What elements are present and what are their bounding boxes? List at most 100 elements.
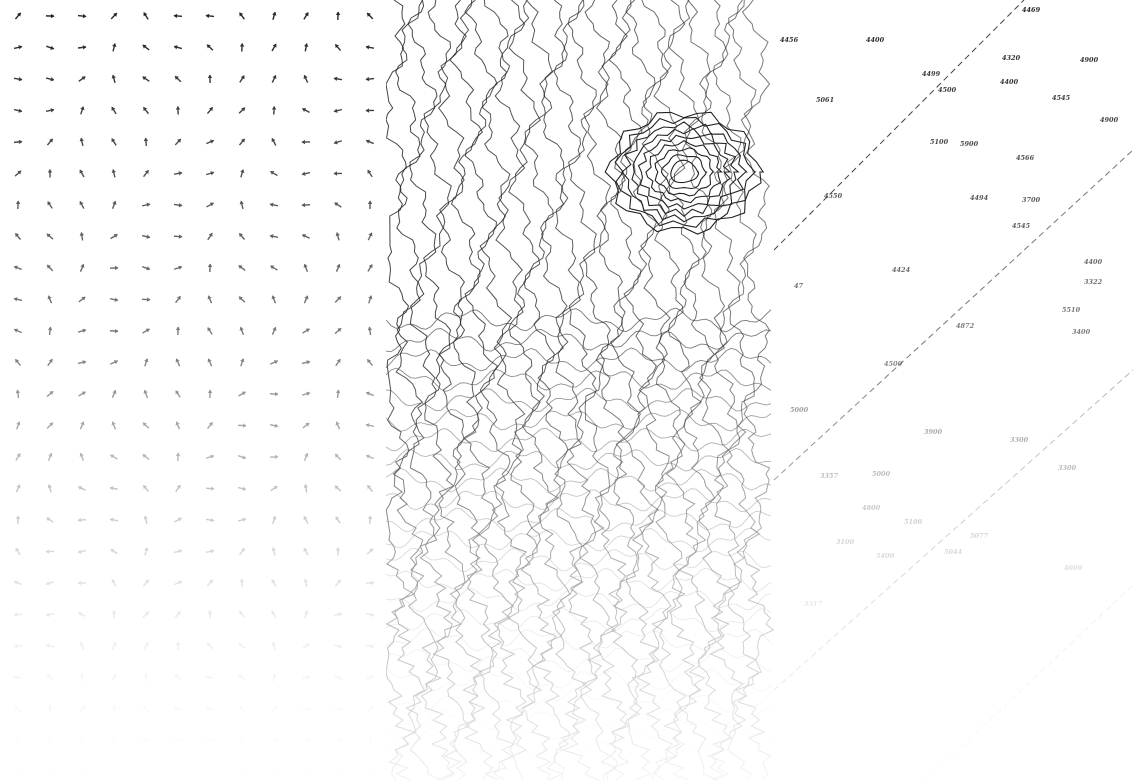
vector-glyph <box>175 295 181 304</box>
vector-glyph <box>239 736 245 745</box>
spot-height-label: 5044 <box>944 548 963 556</box>
vector-glyph <box>271 547 276 556</box>
vector-glyph <box>302 769 310 775</box>
contour-panel <box>386 0 774 781</box>
vector-glyph <box>111 736 116 745</box>
vector-glyph <box>333 108 343 113</box>
vector-glyph <box>238 391 246 397</box>
vector-glyph <box>175 106 181 115</box>
vector-glyph <box>77 580 87 586</box>
vector-glyph <box>110 360 119 365</box>
vector-glyph <box>365 612 375 617</box>
vector-field-panel <box>13 11 375 777</box>
vector-glyph <box>13 580 22 586</box>
vector-glyph <box>143 137 149 147</box>
contour-line <box>386 507 772 533</box>
vector-glyph <box>205 486 215 491</box>
vector-glyph <box>335 358 341 367</box>
contour-line <box>726 0 761 781</box>
vector-glyph <box>173 202 183 208</box>
vector-glyph <box>142 454 150 460</box>
vector-glyph <box>367 767 373 776</box>
vector-glyph <box>143 389 149 398</box>
vector-glyph <box>367 264 373 272</box>
contour-line <box>608 0 643 781</box>
vector-glyph <box>15 200 21 210</box>
vector-glyph <box>205 549 215 554</box>
vector-glyph <box>301 738 311 743</box>
vector-glyph <box>142 422 150 429</box>
vector-glyph <box>272 11 277 21</box>
vector-glyph <box>46 233 54 240</box>
spot-height-label: 3317 <box>804 600 823 608</box>
vector-glyph <box>109 517 119 522</box>
vector-glyph <box>270 265 278 271</box>
vector-glyph <box>78 391 86 397</box>
vector-glyph <box>109 297 119 302</box>
vector-glyph <box>46 736 54 745</box>
vector-glyph <box>335 232 340 241</box>
spot-height-label: 3322 <box>1084 278 1103 286</box>
vector-glyph <box>15 547 21 556</box>
vector-glyph <box>333 706 343 712</box>
vector-glyph <box>13 297 23 302</box>
spot-height-label: 4499 <box>922 70 941 78</box>
contour-line <box>386 427 772 453</box>
vector-glyph <box>272 673 277 682</box>
vector-glyph <box>173 549 183 554</box>
spot-height-label: 3900 <box>924 428 943 436</box>
vector-glyph <box>174 674 182 681</box>
vector-glyph <box>47 169 53 178</box>
vector-glyph <box>239 578 245 588</box>
vector-glyph <box>365 108 375 113</box>
spot-height-label: 5100 <box>930 138 949 146</box>
vector-glyph <box>109 265 119 271</box>
vector-glyph <box>15 515 21 525</box>
vector-glyph <box>45 612 55 617</box>
vector-glyph <box>79 263 85 272</box>
spot-height-label: 4872 <box>956 322 975 330</box>
vector-glyph <box>237 486 247 491</box>
vector-glyph <box>334 453 342 461</box>
vector-glyph <box>367 736 373 745</box>
vector-glyph <box>15 736 21 745</box>
vector-glyph <box>14 768 22 776</box>
vector-glyph <box>271 43 277 52</box>
vector-glyph <box>13 76 23 82</box>
vector-glyph <box>141 234 151 239</box>
spot-height-label: 4900 <box>1080 56 1099 64</box>
vector-glyph <box>366 12 374 20</box>
vector-glyph <box>335 547 341 556</box>
vector-glyph <box>14 358 22 367</box>
vector-glyph <box>366 358 374 367</box>
vector-glyph <box>13 675 23 680</box>
vector-glyph <box>46 517 54 523</box>
vector-glyph <box>142 44 150 51</box>
spot-height-label: 5000 <box>790 406 809 414</box>
vector-glyph <box>240 358 245 367</box>
vector-glyph <box>271 74 277 83</box>
vector-glyph <box>367 200 373 210</box>
vector-glyph <box>142 76 150 82</box>
vector-glyph <box>173 265 183 270</box>
vector-glyph <box>45 13 55 19</box>
vector-glyph <box>174 610 182 619</box>
spot-height-label: 5077 <box>970 532 989 540</box>
vector-glyph <box>47 295 53 304</box>
vector-glyph <box>173 13 183 19</box>
vector-glyph <box>110 12 118 20</box>
vector-glyph <box>13 643 23 649</box>
vector-glyph <box>80 673 85 682</box>
vector-glyph <box>173 738 183 743</box>
vector-glyph <box>206 768 214 776</box>
vector-glyph <box>301 234 310 239</box>
vector-glyph <box>270 738 279 743</box>
vector-glyph <box>367 169 373 178</box>
vector-glyph <box>77 45 87 50</box>
spot-height-label: 4424 <box>892 266 911 274</box>
spot-height-label: 4545 <box>1012 222 1031 230</box>
vector-glyph <box>238 296 246 303</box>
vector-glyph <box>238 610 246 619</box>
vector-glyph <box>110 548 118 555</box>
contour-line <box>737 0 774 781</box>
